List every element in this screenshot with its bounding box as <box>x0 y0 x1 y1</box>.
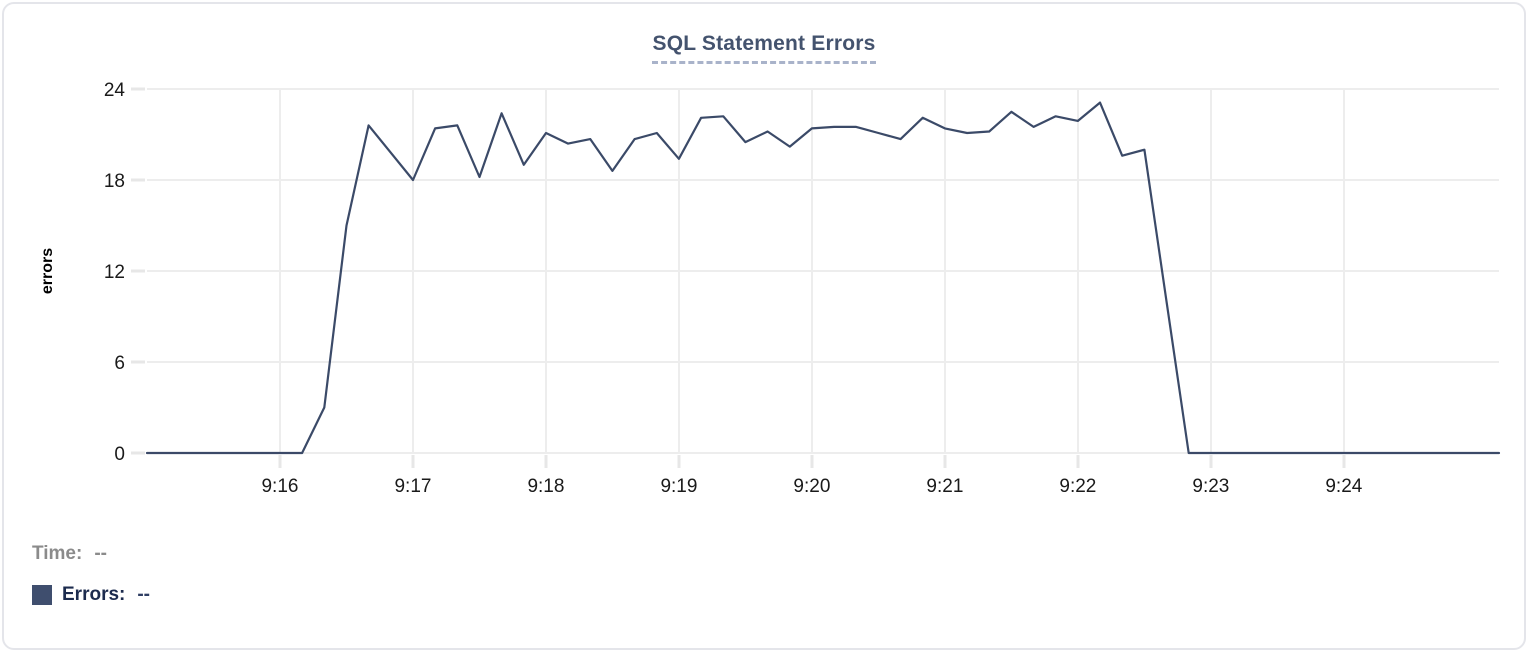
errors-series-line <box>145 101 1501 455</box>
time-value: -- <box>94 543 107 564</box>
x-tick-label: 9:21 <box>926 476 963 497</box>
x-tick-label: 9:16 <box>261 476 298 497</box>
chart-readout-legend: Time: -- Errors: -- <box>32 542 150 624</box>
x-tick-label: 9:18 <box>527 476 564 497</box>
y-axis-title: errors <box>39 248 56 294</box>
y-tick-label: 24 <box>104 80 126 101</box>
errors-readout-row: Errors: -- <box>32 583 150 607</box>
x-grid: 9:16 9:17 9:18 9:19 9:20 9:21 9:22 9:23 9:24 <box>261 89 1363 497</box>
y-tick-label: 0 <box>114 444 125 465</box>
x-tick-label: 9:23 <box>1192 476 1229 497</box>
x-tick-label: 9:20 <box>793 476 830 497</box>
y-tick-label: 18 <box>104 171 125 192</box>
y-tick-label: 6 <box>114 353 125 374</box>
errors-label: Errors: <box>62 584 126 605</box>
time-label: Time: <box>32 543 83 564</box>
chart-title-link[interactable]: SQL Statement Errors <box>652 32 876 64</box>
errors-series-swatch <box>32 585 52 605</box>
x-tick-label: 9:19 <box>660 476 697 497</box>
chart-title-wrap: SQL Statement Errors <box>4 32 1524 64</box>
x-tick-label: 9:17 <box>394 476 431 497</box>
time-readout-row: Time: -- <box>32 542 150 566</box>
x-tick-label: 9:22 <box>1059 476 1096 497</box>
errors-value: -- <box>137 584 151 605</box>
sql-errors-chart[interactable]: 0 6 12 18 24 9:16 9:17 9:18 9:19 9:20 9:21 9:22 9:23… <box>4 4 1526 509</box>
x-tick-label: 9:24 <box>1325 476 1362 497</box>
y-tick-label: 12 <box>104 262 125 283</box>
y-grid: 0 6 12 18 24 <box>104 80 1499 465</box>
